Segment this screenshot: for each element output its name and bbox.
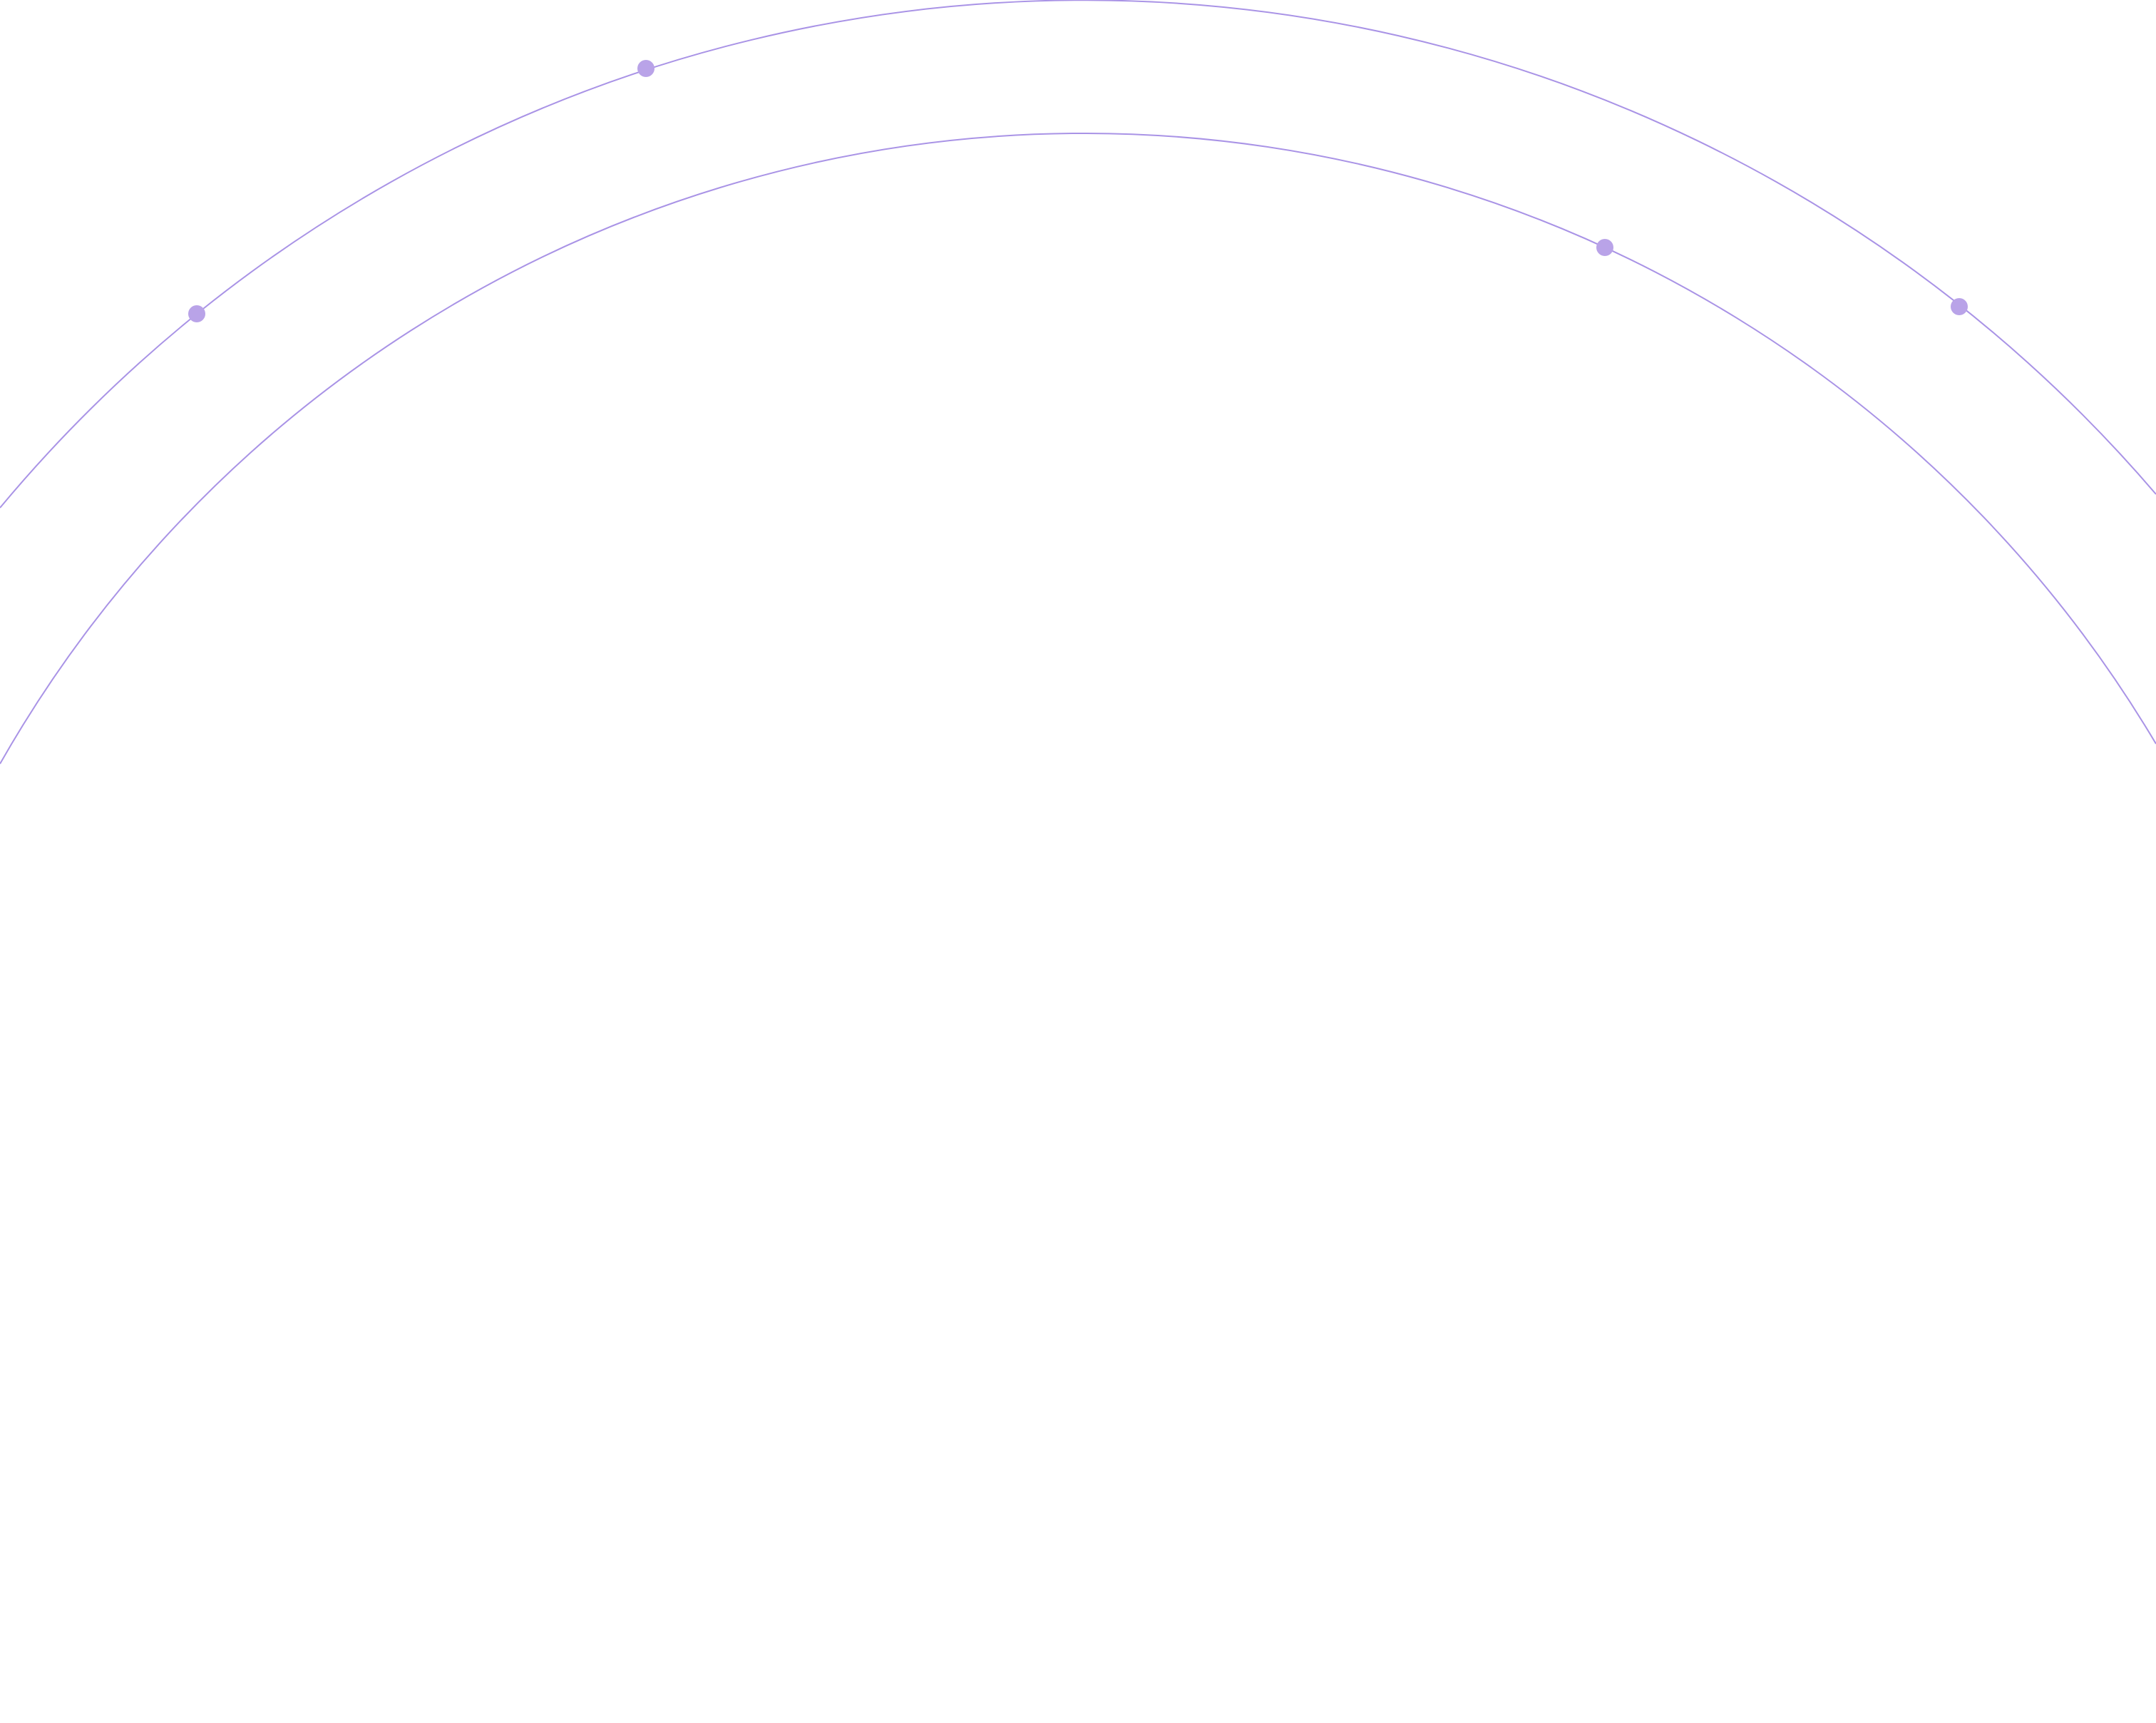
orbit-dot [1951,298,1968,315]
outer-orbit-arc [0,0,2156,508]
inner-orbit-arc [0,132,2156,765]
orbit-dot [637,60,654,77]
orbit-dot [188,305,205,322]
orbit-dot [1596,239,1613,256]
